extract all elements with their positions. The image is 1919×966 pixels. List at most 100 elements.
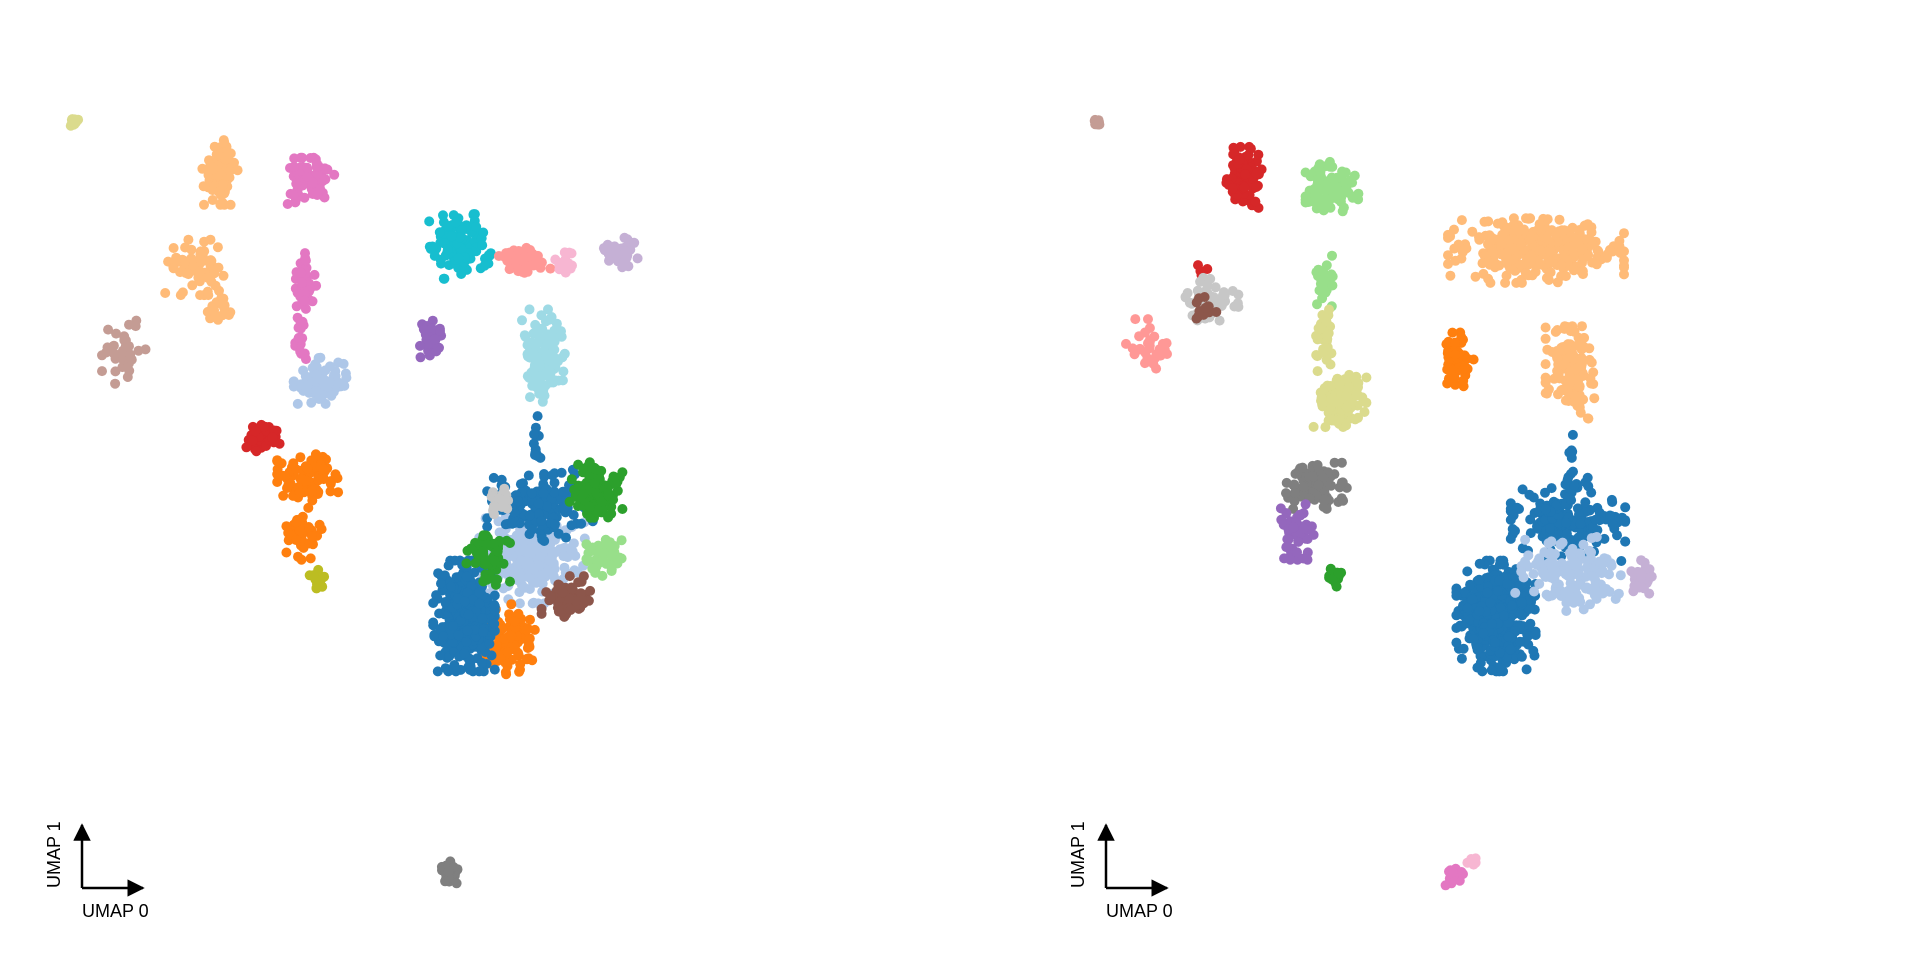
scatter-point [1456, 653, 1467, 664]
scatter-point [291, 535, 301, 545]
scatter-point [341, 372, 352, 383]
scatter-point [1351, 390, 1362, 401]
scatter-point [1534, 578, 1545, 589]
scatter-point [1560, 587, 1571, 598]
scatter-point [325, 486, 336, 497]
scatter-point [1486, 618, 1497, 629]
scatter-point [333, 357, 344, 368]
scatter-point [1443, 259, 1453, 269]
scatter-point [486, 650, 497, 661]
scatter-point [1557, 384, 1568, 395]
scatter-point [1494, 559, 1505, 570]
scatter-point [1312, 366, 1323, 377]
scatter-point [1548, 550, 1559, 561]
scatter-point [1607, 519, 1618, 529]
scatter-point [1336, 457, 1347, 468]
scatter-point [505, 576, 515, 587]
scatter-point [1470, 271, 1481, 282]
scatter-point [1616, 556, 1627, 566]
scatter-point [583, 555, 594, 566]
scatter-point [1607, 497, 1618, 507]
scatter-point [1582, 472, 1593, 483]
scatter-point [543, 565, 553, 576]
scatter-point [1458, 375, 1469, 386]
scatter-point [1451, 623, 1462, 633]
scatter-point [315, 575, 326, 586]
scatter-point [591, 464, 602, 475]
scatter-point [1450, 349, 1461, 360]
scatter-point [573, 501, 583, 512]
scatter-point [1561, 517, 1572, 528]
scatter-point [543, 304, 553, 315]
scatter-point [251, 446, 262, 457]
scatter-point [592, 504, 603, 515]
scatter-point [1300, 197, 1311, 208]
scatter-point [531, 543, 542, 553]
scatter-point [1347, 177, 1358, 188]
scatter-point [315, 352, 326, 363]
scatter-point [459, 648, 470, 659]
scatter-point [474, 666, 485, 677]
scatter-point [1315, 323, 1326, 334]
scatter-point [291, 517, 301, 528]
scatter-point [282, 199, 293, 209]
scatter-point [314, 394, 324, 404]
scatter-point [439, 273, 450, 284]
scatter-point [250, 426, 261, 437]
scatter-point [1587, 238, 1598, 249]
scatter-point [1127, 343, 1138, 354]
scatter-point [1308, 421, 1319, 432]
scatter-point [1499, 610, 1509, 621]
axis-indicator-right: UMAP 0 UMAP 1 [1068, 821, 1173, 921]
scatter-point [456, 225, 467, 235]
scatter-point [448, 621, 458, 632]
scatter-point [1317, 347, 1328, 358]
scatter-point [1327, 280, 1338, 291]
scatter-point [1472, 662, 1483, 673]
scatter-point [594, 557, 605, 568]
scatter-point [1597, 565, 1608, 576]
scatter-point [296, 554, 307, 565]
scatter-point [199, 246, 210, 257]
scatter-point [1486, 665, 1497, 676]
scatter-point [1583, 481, 1594, 492]
scatter-point [1233, 301, 1244, 312]
scatter-point [1590, 514, 1601, 525]
x-axis-label: UMAP 0 [82, 901, 149, 921]
scatter-point [1318, 284, 1329, 294]
scatter-point [514, 598, 525, 609]
scatter-point [517, 315, 527, 326]
scatter-point [1251, 182, 1262, 193]
scatter-point [557, 587, 568, 598]
scatter-point [446, 581, 457, 592]
scatter-point [1494, 662, 1505, 673]
scatter-point [1505, 644, 1516, 655]
scatter-point [1474, 574, 1485, 585]
scatter-point [267, 432, 278, 443]
scatter-point [1542, 344, 1553, 355]
scatter-point [1567, 429, 1578, 440]
scatter-point [1580, 583, 1591, 594]
scatter-point [459, 596, 470, 607]
scatter-point [528, 367, 539, 377]
scatter-point [1143, 314, 1153, 325]
scatter-point [447, 637, 458, 647]
scatter-point [309, 269, 320, 280]
scatter-point [477, 613, 488, 624]
scatter-point [443, 866, 454, 877]
scatter-point [1514, 580, 1525, 591]
scatter-point [566, 474, 577, 485]
scatter-point [218, 270, 229, 281]
scatter-point [1466, 854, 1477, 864]
scatter-point [585, 585, 596, 596]
scatter-point [1552, 236, 1563, 247]
scatter-point [617, 262, 628, 273]
scatter-point [322, 164, 333, 175]
scatter-point [296, 267, 307, 278]
scatter-point [1545, 267, 1556, 278]
scatter-point [278, 490, 289, 501]
scatter-point [197, 163, 208, 174]
scatter-point [419, 324, 430, 335]
scatter-point [1589, 581, 1600, 592]
